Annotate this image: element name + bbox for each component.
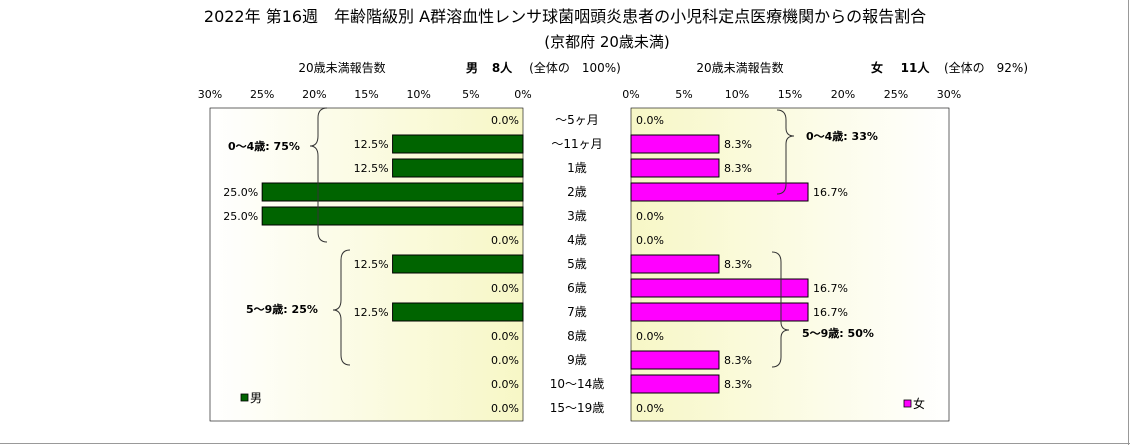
- male-bar-label: 25.0%: [223, 210, 258, 223]
- male-bar-label: 25.0%: [223, 186, 258, 199]
- male-bars: [261, 134, 524, 322]
- female-bar-label: 16.7%: [813, 282, 848, 295]
- female-bar-label: 8.3%: [724, 138, 752, 151]
- male-bar-label: 0.0%: [491, 282, 519, 295]
- female-count-label: 20歳未満報告数: [696, 60, 783, 75]
- age-category-label: 2歳: [567, 185, 587, 199]
- male-x-tick: 5%: [462, 88, 479, 101]
- female-bar-label: 0.0%: [636, 330, 664, 343]
- male-legend-swatch: [240, 393, 249, 402]
- age-category-label: 10～14歳: [550, 377, 605, 391]
- female-axis-ticks: 0% 5% 10% 15% 20% 25% 30%: [622, 88, 961, 101]
- male-bar-label: 0.0%: [491, 114, 519, 127]
- age-category-label: 5歳: [567, 257, 587, 271]
- male-bar-label: 0.0%: [491, 234, 519, 247]
- female-x-tick: 5%: [675, 88, 692, 101]
- male-x-tick: 25%: [250, 88, 274, 101]
- female-data-labels: 0.0% 8.3% 8.3% 16.7% 0.0% 0.0% 8.3% 16.7% 16.7% 0…: [636, 114, 848, 415]
- male-bar: [392, 134, 524, 154]
- age-category-label: 7歳: [567, 305, 587, 319]
- female-x-tick: 25%: [884, 88, 908, 101]
- age-category-label: ～5ヶ月: [555, 113, 599, 127]
- female-bar: [630, 350, 720, 370]
- female-bar: [630, 158, 720, 178]
- male-bar: [392, 302, 524, 322]
- female-bar: [630, 254, 720, 274]
- age-category-label: 3歳: [567, 209, 587, 223]
- male-bar-label: 0.0%: [491, 330, 519, 343]
- female-bar-label: 0.0%: [636, 210, 664, 223]
- male-axis-ticks: 0% 5% 10% 15% 20% 25% 30%: [198, 88, 532, 101]
- male-count-label: 20歳未満報告数: [298, 60, 385, 75]
- male-legend-label: 男: [250, 391, 262, 405]
- male-bar: [392, 158, 524, 178]
- male-group1-brace: [309, 107, 328, 243]
- female-legend-label: 女: [913, 396, 925, 411]
- female-count: 11人: [901, 60, 931, 75]
- male-data-labels: 0.0% 12.5% 12.5% 25.0% 25.0% 0.0% 12.5% 0.0% 12.…: [223, 114, 519, 415]
- male-bar-label: 0.0%: [491, 354, 519, 367]
- male-bar-label: 0.0%: [491, 402, 519, 415]
- age-category-label: 4歳: [567, 233, 587, 247]
- female-legend-swatch: [903, 399, 912, 408]
- female-bar-label: 0.0%: [636, 114, 664, 127]
- chart-title: 2022年 第16週 年齢階級別 A群溶血性レンサ球菌咽頭炎患者の小児科定点医療…: [204, 7, 926, 26]
- male-bar-label: 0.0%: [491, 378, 519, 391]
- female-bar-label: 16.7%: [813, 186, 848, 199]
- male-share: (全体の 100%): [529, 60, 621, 75]
- male-bar: [392, 254, 524, 274]
- female-sex: 女: [871, 60, 883, 75]
- female-group2-label: 5～9歳: 50%: [802, 326, 874, 340]
- female-share: (全体の 92%): [944, 60, 1028, 75]
- male-sex: 男: [466, 61, 478, 75]
- male-bar-label: 12.5%: [354, 138, 389, 151]
- female-bar-label: 8.3%: [724, 162, 752, 175]
- female-group1-label: 0～4歳: 33%: [806, 129, 878, 143]
- male-x-tick: 20%: [302, 88, 326, 101]
- male-x-tick: 10%: [406, 88, 430, 101]
- female-bar-label: 16.7%: [813, 306, 848, 319]
- male-bar-label: 12.5%: [354, 162, 389, 175]
- age-category-label: 1歳: [567, 161, 587, 175]
- female-bar-label: 0.0%: [636, 402, 664, 415]
- age-category-label: ～11ヶ月: [551, 137, 602, 151]
- female-x-tick: 15%: [778, 88, 802, 101]
- female-x-tick: 0%: [622, 88, 639, 101]
- male-group2-brace: [332, 249, 351, 366]
- female-bar-label: 8.3%: [724, 378, 752, 391]
- age-category-labels: ～5ヶ月 ～11ヶ月 1歳 2歳 3歳 4歳 5歳 6歳 7歳 8歳 9歳 10～14歳 15～19歳: [550, 113, 605, 415]
- female-bar: [630, 374, 720, 394]
- female-group1-brace: [776, 109, 795, 195]
- female-bar: [630, 278, 809, 298]
- female-bar: [630, 302, 809, 322]
- age-category-label: 15～19歳: [550, 401, 605, 415]
- male-bar-label: 12.5%: [354, 306, 389, 319]
- male-bar-label: 12.5%: [354, 258, 389, 271]
- age-category-label: 9歳: [567, 353, 587, 367]
- male-bar: [261, 182, 524, 202]
- male-x-tick: 30%: [198, 88, 222, 101]
- male-group1-label: 0～4歳: 75%: [228, 139, 300, 153]
- female-bar: [630, 134, 720, 154]
- male-bar: [261, 206, 524, 226]
- age-category-label: 8歳: [567, 329, 587, 343]
- female-bar-label: 8.3%: [724, 354, 752, 367]
- female-x-tick: 30%: [937, 88, 961, 101]
- male-count: 8人: [492, 60, 513, 75]
- age-category-label: 6歳: [567, 281, 587, 295]
- male-x-tick: 0%: [514, 88, 531, 101]
- male-group2-label: 5～9歳: 25%: [246, 302, 318, 316]
- chart-subtitle: (京都府 20歳未満): [544, 33, 670, 51]
- male-x-tick: 15%: [354, 88, 378, 101]
- female-bar-label: 0.0%: [636, 234, 664, 247]
- female-x-tick: 10%: [725, 88, 749, 101]
- female-bar: [630, 182, 809, 202]
- female-group2-brace: [771, 251, 790, 368]
- female-bars: [630, 134, 809, 394]
- female-x-tick: 20%: [831, 88, 855, 101]
- female-bar-label: 8.3%: [724, 258, 752, 271]
